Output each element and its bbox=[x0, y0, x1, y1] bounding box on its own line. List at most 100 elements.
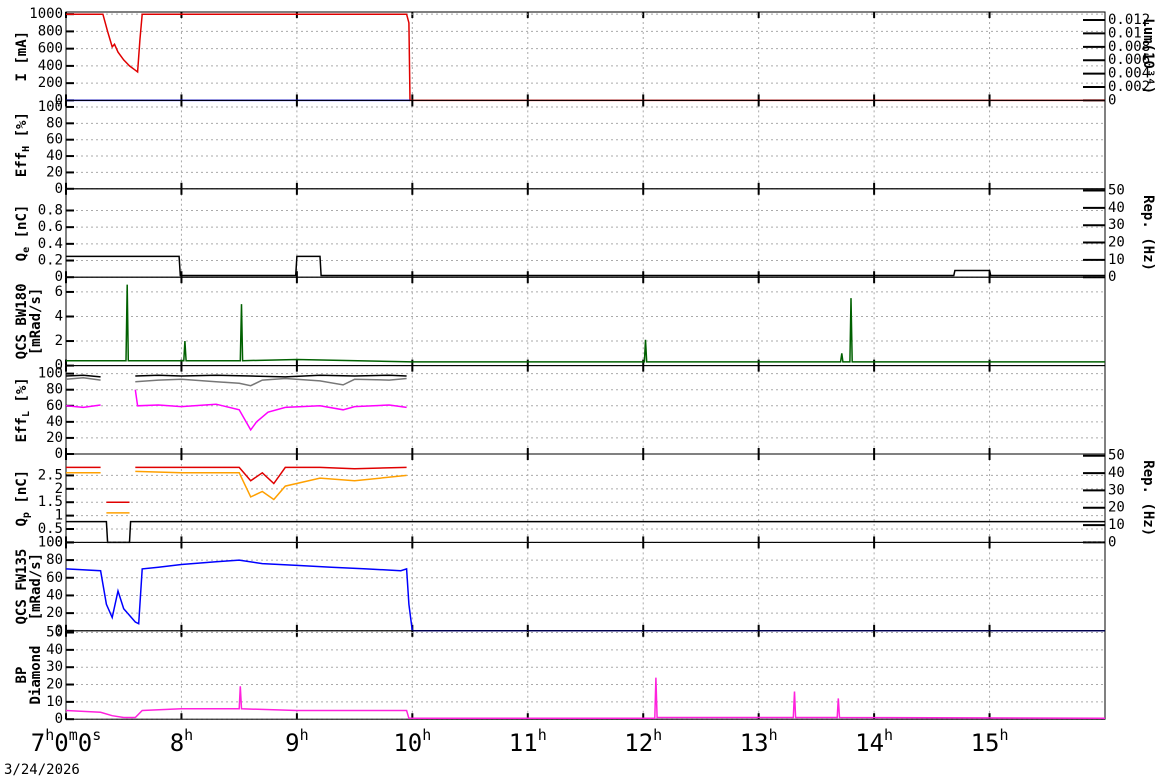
x-tick-label: 11h bbox=[509, 726, 547, 757]
y-tick-label: 20 bbox=[46, 430, 63, 446]
label-part: h bbox=[769, 726, 778, 744]
x-axis-label: 3/24/2026 bbox=[4, 762, 80, 778]
label-part: h bbox=[538, 726, 547, 744]
y2-tick-label: 40 bbox=[1108, 200, 1125, 216]
label-part: m bbox=[69, 726, 78, 744]
series-line bbox=[66, 470, 407, 514]
y-tick-label: 80 bbox=[46, 552, 63, 568]
y2-axis-label: Rep. (Hz) bbox=[1140, 460, 1156, 536]
y-tick-label: 0 bbox=[55, 623, 63, 639]
series-line bbox=[65, 376, 407, 387]
label-part: 0 bbox=[78, 729, 92, 757]
series-line bbox=[65, 389, 407, 432]
panel-frame bbox=[65, 11, 1106, 101]
label-part: h bbox=[653, 726, 662, 744]
y2-tick-label: 20 bbox=[1108, 500, 1125, 516]
label-unit: [%] bbox=[14, 112, 30, 146]
y-axis-label: [mRad/s] bbox=[28, 288, 44, 355]
series-line bbox=[66, 284, 1105, 363]
y-tick-label: 200 bbox=[38, 75, 63, 91]
label-sub: L bbox=[21, 411, 32, 417]
y-tick-label: 40 bbox=[46, 148, 63, 164]
series-line bbox=[66, 466, 407, 503]
y-tick-label: 800 bbox=[38, 23, 63, 39]
y-tick-label: 20 bbox=[46, 605, 63, 621]
label-part: 0 bbox=[54, 729, 68, 757]
y-axis-label: Qe [nC] bbox=[14, 205, 32, 262]
y2-tick-label: 0.004 bbox=[1108, 66, 1150, 82]
x-tick-label: 10h bbox=[393, 726, 431, 757]
y-tick-label: 2 bbox=[55, 481, 63, 497]
y-tick-label: 0.4 bbox=[38, 236, 63, 252]
series-line bbox=[65, 677, 1106, 720]
y2-axis-label: Lum(10³⁴) bbox=[1140, 18, 1156, 94]
y2-tick-label: 0 bbox=[1108, 92, 1116, 108]
label-part: 9 bbox=[285, 729, 299, 757]
y-tick-label: 60 bbox=[46, 570, 63, 586]
series-line bbox=[66, 520, 1105, 544]
label-text: Q bbox=[14, 518, 30, 526]
y2-tick-label: 30 bbox=[1108, 482, 1125, 498]
y2-tick-label: 0.006 bbox=[1108, 52, 1150, 68]
y-tick-label: 600 bbox=[38, 41, 63, 57]
x-tick-label: 8h bbox=[170, 726, 193, 757]
y-tick-label: 0 bbox=[55, 446, 63, 462]
y2-axis-label: Rep. (Hz) bbox=[1140, 195, 1156, 271]
y-tick-label: 1 bbox=[55, 508, 63, 524]
y-axis-label: QCS BW180 bbox=[14, 283, 30, 359]
y-tick-label: 0 bbox=[55, 181, 63, 197]
y2-tick-label: 0.01 bbox=[1108, 25, 1142, 41]
series-line bbox=[66, 255, 1105, 277]
y-tick-label: 0 bbox=[55, 358, 63, 374]
label-part: 10 bbox=[393, 729, 422, 757]
panel-frame bbox=[65, 630, 1106, 720]
y-tick-label: 2 bbox=[55, 333, 63, 349]
y-tick-label: 0.6 bbox=[38, 219, 63, 235]
x-tick-label: 14h bbox=[855, 726, 893, 757]
label-part: 14 bbox=[855, 729, 884, 757]
y2-tick-label: 0.012 bbox=[1108, 12, 1150, 28]
x-tick-label: 13h bbox=[740, 726, 778, 757]
label-part: h bbox=[300, 726, 309, 744]
y2-tick-label: 10 bbox=[1108, 517, 1125, 533]
y-tick-label: 100 bbox=[38, 99, 63, 115]
y-axis-label: [mRad/s] bbox=[28, 553, 44, 620]
y2-tick-label: 0 bbox=[1108, 269, 1116, 285]
series-line bbox=[65, 374, 407, 378]
y-axis-label: Diamond bbox=[28, 645, 44, 704]
label-part: s bbox=[92, 726, 101, 744]
label-text: Eff bbox=[14, 417, 30, 442]
label-part: 15 bbox=[971, 729, 1000, 757]
y2-tick-label: 0.002 bbox=[1108, 79, 1150, 95]
panel-frame bbox=[65, 99, 1106, 190]
y-tick-label: 100 bbox=[38, 366, 63, 382]
y-axis-label: EffH [%] bbox=[14, 112, 32, 177]
label-part: 13 bbox=[740, 729, 769, 757]
y-tick-label: 0 bbox=[55, 711, 63, 727]
series-line bbox=[66, 13, 1105, 102]
panel-frame bbox=[65, 188, 1106, 278]
label-part: h bbox=[184, 726, 193, 744]
y-tick-label: 20 bbox=[46, 677, 63, 693]
label-part: h bbox=[422, 726, 431, 744]
y2-tick-label: 30 bbox=[1108, 217, 1125, 233]
y-tick-label: 0 bbox=[55, 534, 63, 550]
label-text: Eff bbox=[14, 152, 30, 177]
label-part: 8 bbox=[170, 729, 184, 757]
y-axis-label: EffL [%] bbox=[14, 377, 32, 442]
y-tick-label: 100 bbox=[38, 534, 63, 550]
y2-tick-label: 50 bbox=[1108, 183, 1125, 199]
y-tick-label: 2.5 bbox=[38, 467, 63, 483]
y-axis-label: Qp [nC] bbox=[14, 470, 32, 527]
y-tick-label: 6 bbox=[55, 284, 63, 300]
label-unit: [nC] bbox=[14, 470, 30, 512]
y-tick-label: 30 bbox=[46, 659, 63, 675]
x-tick-label: 9h bbox=[285, 726, 308, 757]
y2-tick-label: 40 bbox=[1108, 465, 1125, 481]
y-tick-label: 40 bbox=[46, 587, 63, 603]
y-tick-label: 1.5 bbox=[38, 494, 63, 510]
y-tick-label: 0 bbox=[55, 92, 63, 108]
panel-frame bbox=[65, 365, 1106, 455]
y-axis-label: I [mA] bbox=[14, 31, 30, 82]
